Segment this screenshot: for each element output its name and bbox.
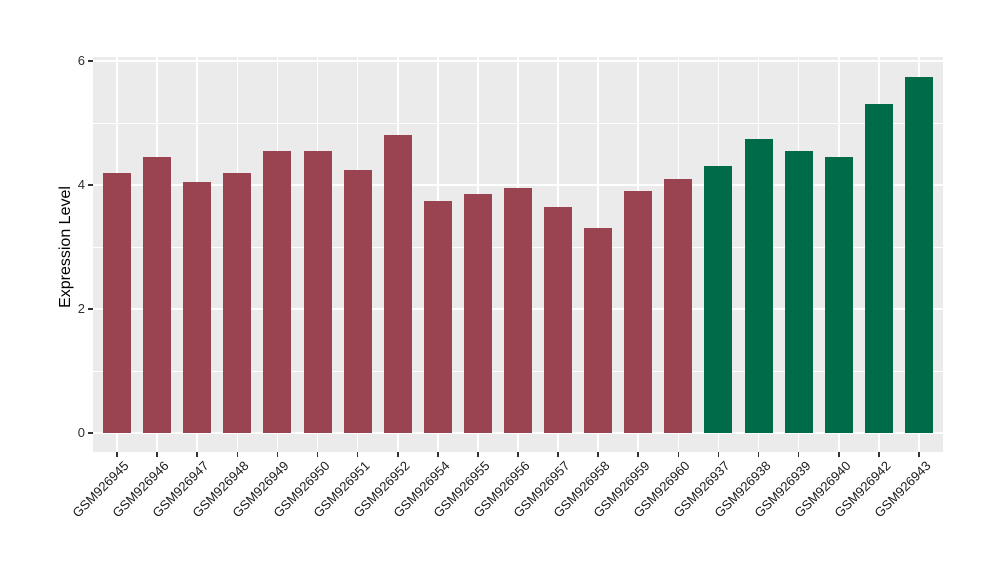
y-axis-title: Expression Level — [57, 186, 74, 308]
x-tick — [156, 452, 158, 457]
gridline-major-y — [93, 184, 943, 186]
y-tick-label: 4 — [77, 177, 85, 192]
bar-GSM926937 — [704, 166, 733, 433]
gridline-major-y — [93, 60, 943, 62]
x-tick — [757, 452, 760, 457]
x-tick — [276, 452, 279, 457]
y-tick — [88, 184, 93, 186]
bar-GSM926942 — [864, 104, 893, 433]
bar-GSM926945 — [103, 172, 132, 433]
bar-GSM926955 — [463, 194, 492, 433]
bar-GSM926956 — [504, 188, 532, 433]
y-tick-label: 2 — [77, 301, 85, 316]
x-tick — [677, 452, 680, 457]
bar-GSM926948 — [223, 172, 252, 433]
bar-GSM926947 — [183, 181, 212, 433]
bar-GSM926938 — [744, 138, 773, 433]
x-tick — [477, 452, 479, 457]
x-tick — [597, 452, 599, 457]
bar-GSM926940 — [824, 157, 853, 433]
x-tick — [116, 452, 118, 457]
bar-GSM926950 — [303, 150, 332, 433]
x-tick — [437, 452, 439, 457]
plot-panel — [93, 57, 943, 452]
bar-GSM926959 — [624, 191, 653, 433]
x-tick — [717, 452, 720, 457]
gridline-minor-y — [93, 122, 943, 124]
y-tick-label: 6 — [77, 53, 85, 68]
y-tick-label: 0 — [77, 425, 85, 440]
bar-GSM926958 — [584, 228, 613, 433]
x-tick — [517, 452, 519, 457]
x-tick — [918, 452, 920, 457]
bar-GSM926946 — [143, 157, 172, 433]
x-tick — [356, 452, 359, 457]
bar-GSM926943 — [904, 76, 933, 433]
x-tick — [637, 452, 640, 457]
x-tick — [797, 452, 800, 457]
x-tick — [236, 452, 239, 457]
x-tick — [396, 452, 399, 457]
y-tick — [88, 60, 93, 62]
y-tick — [88, 432, 93, 434]
x-tick — [316, 452, 319, 457]
bar-GSM926957 — [544, 206, 573, 433]
x-tick — [878, 452, 880, 457]
bar-GSM926951 — [343, 169, 372, 433]
x-tick — [557, 452, 559, 457]
x-tick — [837, 452, 840, 457]
bar-GSM926952 — [383, 135, 412, 433]
bar-GSM926954 — [423, 200, 452, 433]
bar-GSM926939 — [784, 150, 813, 433]
bar-GSM926960 — [664, 178, 693, 433]
x-tick — [196, 452, 199, 457]
y-tick — [88, 308, 93, 310]
gridline-major-y — [93, 432, 943, 434]
bar-GSM926949 — [263, 150, 292, 433]
